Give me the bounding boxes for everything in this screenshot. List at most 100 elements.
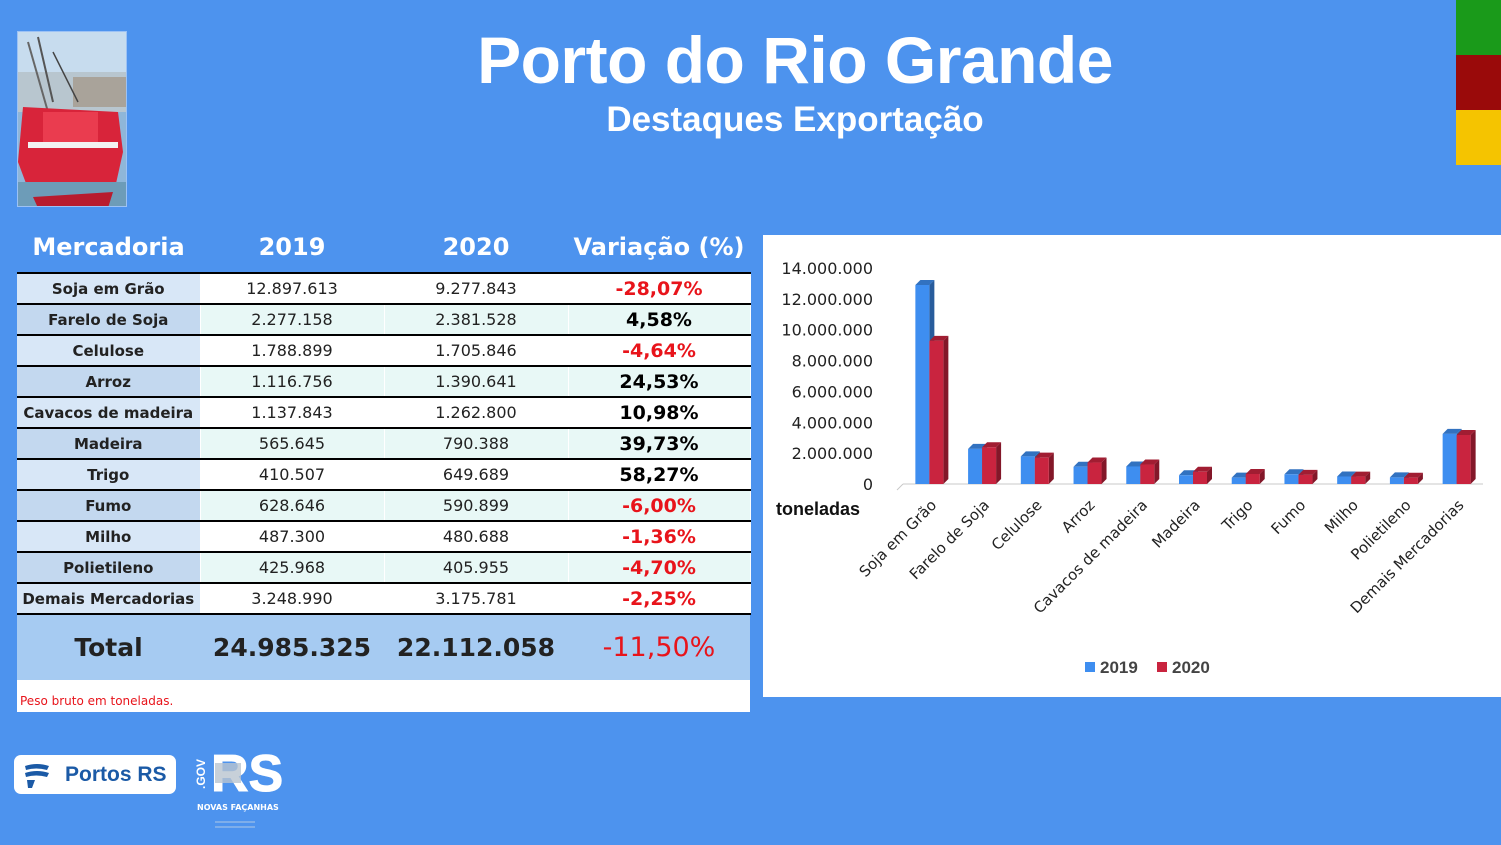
row-2019: 425.968 bbox=[200, 552, 385, 584]
x-tick-label: Celulose bbox=[988, 496, 1046, 554]
row-variation: -6,00% bbox=[568, 490, 751, 522]
row-2019: 1.788.899 bbox=[200, 335, 385, 367]
bar-2019-top bbox=[1389, 472, 1409, 478]
row-2020: 3.175.781 bbox=[384, 583, 569, 615]
row-variation: -4,64% bbox=[568, 335, 751, 367]
bar-2020 bbox=[1034, 457, 1049, 484]
bar-2020-top bbox=[1351, 471, 1371, 477]
bar-2020 bbox=[1403, 477, 1418, 484]
total-label: Total bbox=[17, 614, 200, 680]
bar-2020-top bbox=[1087, 457, 1107, 463]
y-tick-label: 2.000.000 bbox=[792, 444, 873, 463]
col-header-variacao: Variação (%) bbox=[568, 221, 750, 274]
portos-rs-logo: Portos RS bbox=[14, 755, 176, 794]
row-name: Polietileno bbox=[17, 552, 201, 584]
row-2020: 405.955 bbox=[384, 552, 569, 584]
rs-gov-logo: .GOV RS NOVAS FAÇANHAS bbox=[193, 741, 298, 831]
flag-yellow-stripe bbox=[1456, 110, 1501, 165]
row-variation: 4,58% bbox=[568, 304, 751, 336]
rs-gov-vertical: .GOV bbox=[194, 759, 208, 789]
bar-2019-top bbox=[1337, 471, 1357, 477]
row-name: Celulose bbox=[17, 335, 201, 367]
row-2019: 565.645 bbox=[200, 428, 385, 460]
row-name: Madeira bbox=[17, 428, 201, 460]
bar-2020-side bbox=[996, 442, 1002, 484]
total-2020: 22.112.058 bbox=[384, 614, 568, 680]
row-2019: 410.507 bbox=[200, 459, 385, 491]
bar-2019 bbox=[1231, 477, 1246, 484]
table-row: Soja em Grão 12.897.613 9.277.843 -28,07… bbox=[17, 273, 751, 305]
row-2019: 487.300 bbox=[200, 521, 385, 553]
row-name: Arroz bbox=[17, 366, 201, 398]
export-bar-chart: 0 2.000.000 4.000.000 6.000.000 8.000.000 10.… bbox=[763, 235, 1501, 697]
row-2019: 1.116.756 bbox=[200, 366, 385, 398]
bar-2020 bbox=[1245, 473, 1260, 484]
col-header-2020: 2020 bbox=[384, 221, 568, 274]
chart-canvas: 0 2.000.000 4.000.000 6.000.000 8.000.000 10.… bbox=[776, 259, 1483, 677]
bar-2020 bbox=[1351, 476, 1366, 484]
x-tick-label: Fumo bbox=[1267, 496, 1309, 538]
rs-gov-mark: .GOV RS NOVAS FAÇANHAS bbox=[194, 745, 284, 828]
bar-2020-top bbox=[1140, 459, 1160, 465]
bar-2020-side bbox=[1259, 468, 1265, 484]
bar-2019 bbox=[1442, 433, 1457, 484]
row-name: Soja em Grão bbox=[17, 273, 201, 305]
bar-2019 bbox=[1284, 474, 1299, 484]
bar-2020 bbox=[982, 447, 997, 484]
bar-2020-side bbox=[1470, 430, 1476, 484]
row-2019: 2.277.158 bbox=[200, 304, 385, 336]
row-name: Trigo bbox=[17, 459, 201, 491]
row-2020: 590.899 bbox=[384, 490, 569, 522]
bar-2020 bbox=[1456, 435, 1471, 484]
bar-2019 bbox=[1126, 466, 1141, 484]
row-variation: 58,27% bbox=[568, 459, 751, 491]
row-2020: 1.390.641 bbox=[384, 366, 569, 398]
bar-2019-top bbox=[1020, 451, 1040, 457]
table-total-row: Total 24.985.325 22.112.058 -11,50% bbox=[17, 614, 750, 680]
row-2020: 480.688 bbox=[384, 521, 569, 553]
row-variation: 10,98% bbox=[568, 397, 751, 429]
portos-wave-icon bbox=[25, 764, 49, 788]
bar-2019 bbox=[1020, 456, 1035, 484]
table-row: Demais Mercadorias 3.248.990 3.175.781 -… bbox=[17, 583, 751, 615]
y-tick-label: 0 bbox=[863, 475, 873, 494]
bar-2020 bbox=[1193, 471, 1207, 484]
bar-2019 bbox=[968, 448, 983, 484]
bar-2020-side bbox=[1101, 457, 1107, 484]
y-tick-label: 14.000.000 bbox=[781, 259, 873, 278]
bar-2020-side bbox=[943, 335, 949, 484]
row-variation: -4,70% bbox=[568, 552, 751, 584]
row-variation: -1,36% bbox=[568, 521, 751, 553]
bar-2020 bbox=[1140, 464, 1155, 484]
x-tick-label: Trigo bbox=[1218, 496, 1257, 535]
x-tick-label: Milho bbox=[1321, 496, 1362, 537]
row-2019: 1.137.843 bbox=[200, 397, 385, 429]
row-2019: 628.646 bbox=[200, 490, 385, 522]
portos-rs-text: Portos RS bbox=[65, 763, 167, 786]
x-tick-label: Arroz bbox=[1058, 496, 1098, 536]
x-axis-depth-line bbox=[896, 483, 904, 491]
row-name: Fumo bbox=[17, 490, 201, 522]
bar-2020 bbox=[1087, 462, 1102, 484]
bar-2020-top bbox=[1456, 430, 1476, 436]
table-row: Farelo de Soja 2.277.158 2.381.528 4,58% bbox=[17, 304, 751, 336]
table-row: Cavacos de madeira 1.137.843 1.262.800 1… bbox=[17, 397, 751, 429]
col-header-2019: 2019 bbox=[200, 221, 384, 274]
row-variation: -2,25% bbox=[568, 583, 751, 615]
table-row: Milho 487.300 480.688 -1,36% bbox=[17, 521, 751, 553]
bar-2020-top bbox=[1193, 466, 1212, 472]
row-2020: 2.381.528 bbox=[384, 304, 569, 336]
bar-2020-top bbox=[1403, 472, 1423, 478]
row-2020: 9.277.843 bbox=[384, 273, 569, 305]
bar-2020-top bbox=[982, 442, 1002, 448]
bar-2019-top bbox=[915, 280, 935, 286]
total-variation: -11,50% bbox=[568, 614, 750, 680]
row-2020: 649.689 bbox=[384, 459, 569, 491]
bar-2019 bbox=[1337, 476, 1352, 484]
row-variation: 24,53% bbox=[568, 366, 751, 398]
y-tick-label: 10.000.000 bbox=[781, 321, 873, 340]
table-row: Celulose 1.788.899 1.705.846 -4,64% bbox=[17, 335, 751, 367]
table-row: Madeira 565.645 790.388 39,73% bbox=[17, 428, 751, 460]
row-name: Cavacos de madeira bbox=[17, 397, 201, 429]
rs-flag-stripes bbox=[1456, 0, 1501, 165]
